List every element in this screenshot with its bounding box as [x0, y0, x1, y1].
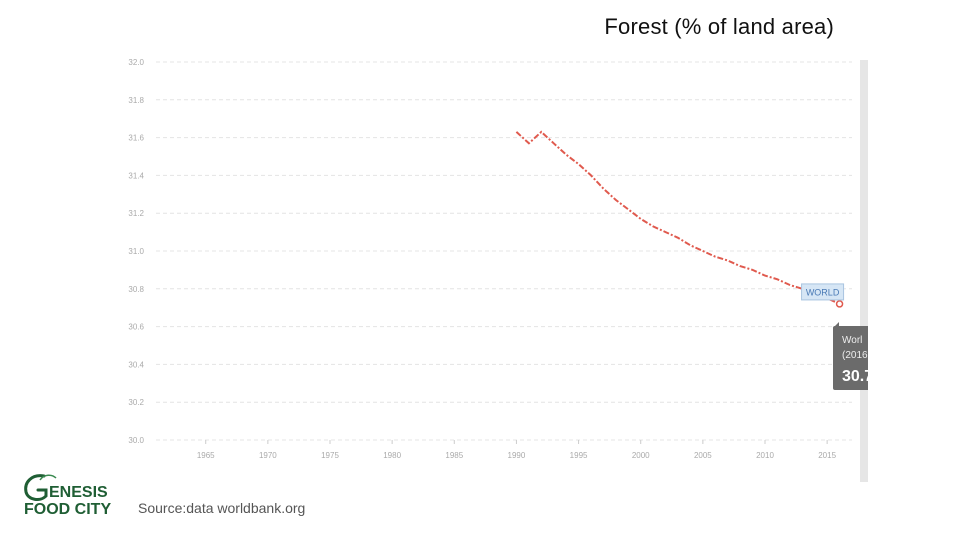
- tooltip-year: (2016: [842, 350, 868, 361]
- x-tick-label: 1970: [259, 451, 277, 460]
- tooltip-series-name: Worl: [842, 335, 862, 346]
- y-tick-label: 32.0: [128, 58, 144, 67]
- y-tick-label: 30.8: [128, 285, 144, 294]
- tooltip-box: [833, 326, 868, 390]
- annotation-layer: WORLD: [801, 283, 845, 301]
- x-tick-label: 1980: [383, 451, 401, 460]
- x-tick-label: 1965: [197, 451, 215, 460]
- data-point-marker[interactable]: [835, 300, 844, 308]
- scrollbar[interactable]: [860, 60, 868, 482]
- tooltip-value: 30.7: [842, 368, 873, 385]
- y-tick-label: 31.0: [128, 247, 144, 256]
- y-tick-label: 30.2: [128, 398, 144, 407]
- source-note: Source:data worldbank.org: [138, 500, 306, 516]
- x-tick-label: 1985: [445, 451, 463, 460]
- grid-lines: [156, 61, 852, 441]
- y-tick-label: 30.4: [128, 360, 144, 369]
- series-label-box: [801, 283, 845, 301]
- y-tick-label: 31.2: [128, 209, 144, 218]
- x-tick-label: 2010: [756, 451, 774, 460]
- chart-title: Forest (% of land area): [604, 14, 834, 39]
- x-tick-label: 2015: [818, 451, 836, 460]
- x-tick-label: 1990: [508, 451, 526, 460]
- genesis-food-city-logo: ENESIS FOOD CITY: [22, 470, 122, 520]
- y-tick-label: 31.8: [128, 96, 144, 105]
- y-tick-label: 31.4: [128, 171, 144, 180]
- series-layer: [515, 130, 844, 308]
- y-axis-ticks: 30.0 30.2 30.4 30.6 30.8 31.0 31.2 31.4 31.6 31.8…: [128, 58, 144, 445]
- series-line: [515, 130, 841, 305]
- x-tick-label: 1995: [570, 451, 588, 460]
- x-axis-ticks: 1965 1970 1975 1980 1985 1990 1995 2000 2005 2010…: [197, 440, 837, 460]
- y-tick-label: 30.6: [128, 323, 144, 332]
- y-tick-label: 30.0: [128, 436, 144, 445]
- y-tick-label: 31.6: [128, 134, 144, 143]
- x-tick-label: 2005: [694, 451, 712, 460]
- logo-text-food-city: FOOD CITY: [24, 501, 112, 518]
- tooltip: Worl (2016 30.7: [833, 322, 873, 390]
- series-label-text: WORLD: [806, 287, 840, 297]
- logo-mark-icon: [24, 474, 57, 501]
- x-tick-label: 1975: [321, 451, 339, 460]
- x-tick-label: 2000: [632, 451, 650, 460]
- logo-text-genesis: ENESIS: [49, 484, 108, 501]
